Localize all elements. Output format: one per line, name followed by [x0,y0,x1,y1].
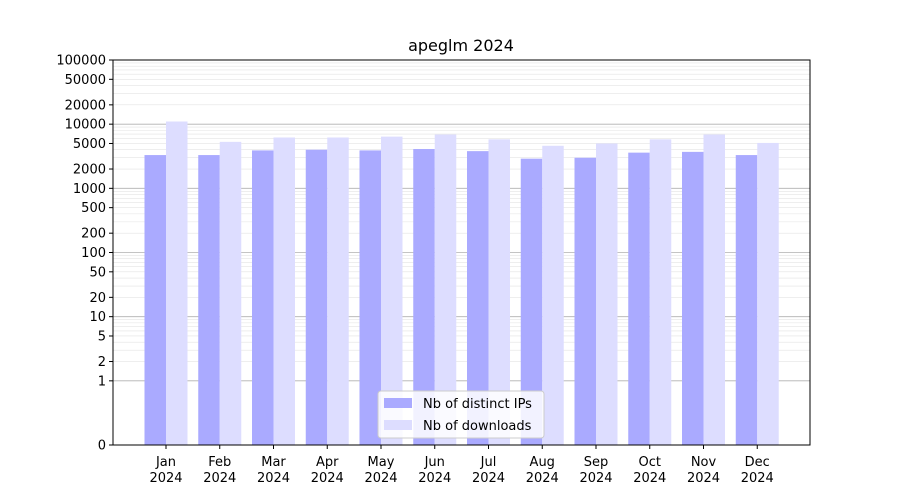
bars [144,121,779,446]
bar-nb-of-distinct-ips-6 [413,149,435,445]
x-tick-label: Apr 2024 [311,455,344,486]
bar-nb-of-downloads-6 [434,134,457,445]
x-tick-label: May 2024 [364,455,397,486]
x-tick-label: Nov 2024 [687,455,720,486]
bar-nb-of-distinct-ips-1 [144,155,166,446]
bar-nb-of-downloads-7 [488,139,510,445]
y-tick-label: 5 [98,329,106,344]
y-tick-label: 10000 [65,118,106,133]
bar-nb-of-downloads-4 [327,137,349,445]
bar-nb-of-downloads-8 [542,145,564,445]
y-tick-label: 0 [98,439,106,454]
y-tick-label: 2 [98,355,106,370]
x-tick-label: Aug 2024 [526,455,559,486]
y-tick-label: 5000 [73,137,106,152]
y-tick-label: 1000 [73,182,106,197]
bar-nb-of-downloads-12 [757,142,779,445]
legend: Nb of distinct IPs Nb of downloads [377,390,545,439]
y-tick-label: 100000 [56,54,106,69]
bar-nb-of-downloads-10 [649,139,672,445]
y-tick-label: 50 [89,265,106,280]
bar-nb-of-distinct-ips-4 [305,149,328,445]
y-tick-label: 20000 [65,98,106,113]
y-tick-label: 1 [98,374,106,389]
bar-nb-of-downloads-1 [166,121,188,446]
bar-nb-of-distinct-ips-5 [359,150,381,446]
legend-label-nb-of-downloads: Nb of downloads [423,419,532,434]
x-axis-ticks: Jan 2024 Feb 2024 Mar 2024 Apr 2024 May 2024 Jun 20… [149,445,774,486]
bar-nb-of-downloads-3 [273,137,295,445]
bar-nb-of-downloads-11 [703,134,725,445]
bar-nb-of-distinct-ips-3 [252,150,274,446]
y-tick-label: 2000 [73,163,106,178]
chart-title: apeglm 2024 [408,36,514,55]
x-tick-label: Jan 2024 [149,455,182,486]
bar-nb-of-downloads-5 [381,136,403,445]
legend-swatch-nb-of-downloads [384,420,412,430]
bar-nb-of-distinct-ips-10 [628,152,650,445]
y-tick-label: 200 [81,227,106,242]
y-tick-label: 500 [81,201,106,216]
x-tick-label: Feb 2024 [203,455,236,486]
y-axis-ticks: 0 1 2 5 10 20 50 100 200 500 1000 2000 5000 10000 2000… [56,54,113,454]
y-tick-label: 20 [89,291,106,306]
x-tick-label: Jun 2024 [418,455,451,486]
x-tick-label: Mar 2024 [257,455,290,486]
bar-nb-of-distinct-ips-2 [198,155,220,446]
bar-nb-of-distinct-ips-8 [520,158,543,446]
y-tick-label: 10 [89,310,106,325]
legend-swatch-nb-of-distinct-ips [384,398,412,408]
bar-nb-of-downloads-9 [596,143,618,445]
legend-box [377,390,545,439]
legend-label-nb-of-distinct-ips: Nb of distinct IPs [423,397,532,412]
x-tick-label: Dec 2024 [741,455,774,486]
y-tick-label: 100 [81,246,106,261]
bar-nb-of-distinct-ips-7 [467,151,489,445]
x-tick-label: Oct 2024 [633,455,666,486]
x-tick-label: Jul 2024 [472,455,505,486]
y-tick-label: 50000 [65,73,106,88]
x-tick-label: Sep 2024 [579,455,612,486]
bar-nb-of-distinct-ips-11 [682,151,704,445]
bar-nb-of-downloads-2 [219,141,242,446]
bar-nb-of-distinct-ips-9 [574,157,596,445]
bar-nb-of-distinct-ips-12 [735,155,758,446]
